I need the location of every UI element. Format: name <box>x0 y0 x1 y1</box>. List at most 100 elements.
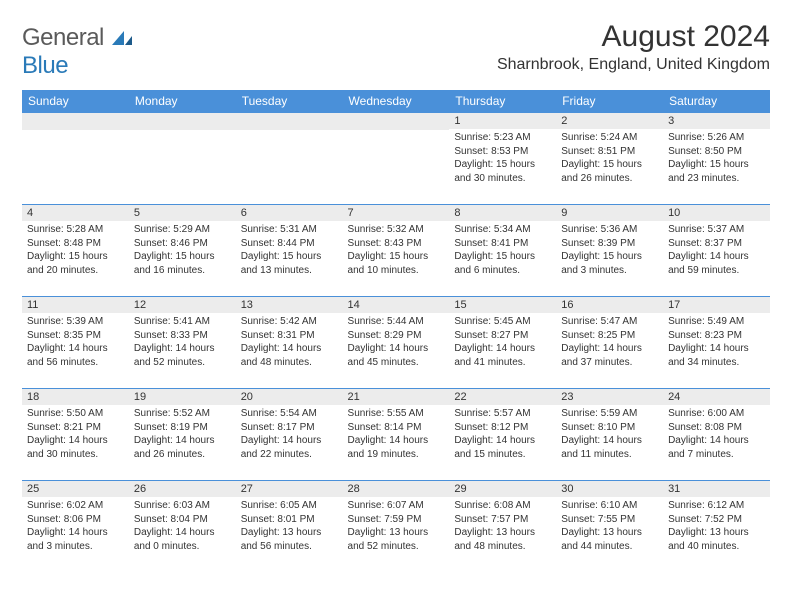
sunrise-text: Sunrise: 6:02 AM <box>27 499 124 513</box>
daylight-text: Daylight: 14 hours and 7 minutes. <box>668 434 765 461</box>
day-number: 27 <box>236 481 343 497</box>
day-number: 23 <box>556 389 663 405</box>
sunset-text: Sunset: 7:57 PM <box>454 513 551 527</box>
dow-monday: Monday <box>129 90 236 113</box>
daylight-text: Daylight: 13 hours and 40 minutes. <box>668 526 765 553</box>
logo-text-general: General <box>22 24 104 51</box>
day-number: 5 <box>129 205 236 221</box>
day-details: Sunrise: 5:52 AMSunset: 8:19 PMDaylight:… <box>129 405 236 465</box>
sunset-text: Sunset: 8:01 PM <box>241 513 338 527</box>
day-details: Sunrise: 5:37 AMSunset: 8:37 PMDaylight:… <box>663 221 770 281</box>
day-cell: 9Sunrise: 5:36 AMSunset: 8:39 PMDaylight… <box>556 205 663 297</box>
day-details: Sunrise: 6:08 AMSunset: 7:57 PMDaylight:… <box>449 497 556 557</box>
day-details: Sunrise: 5:23 AMSunset: 8:53 PMDaylight:… <box>449 129 556 189</box>
day-number-bar-empty <box>343 113 450 130</box>
sunrise-text: Sunrise: 5:41 AM <box>134 315 231 329</box>
day-cell: 29Sunrise: 6:08 AMSunset: 7:57 PMDayligh… <box>449 481 556 573</box>
daylight-text: Daylight: 14 hours and 37 minutes. <box>561 342 658 369</box>
sunrise-text: Sunrise: 5:55 AM <box>348 407 445 421</box>
sunrise-text: Sunrise: 5:32 AM <box>348 223 445 237</box>
daylight-text: Daylight: 13 hours and 56 minutes. <box>241 526 338 553</box>
daylight-text: Daylight: 13 hours and 48 minutes. <box>454 526 551 553</box>
daylight-text: Daylight: 14 hours and 3 minutes. <box>27 526 124 553</box>
day-number: 24 <box>663 389 770 405</box>
daylight-text: Daylight: 14 hours and 30 minutes. <box>27 434 124 461</box>
day-number: 7 <box>343 205 450 221</box>
day-cell: 11Sunrise: 5:39 AMSunset: 8:35 PMDayligh… <box>22 297 129 389</box>
day-number: 15 <box>449 297 556 313</box>
sunrise-text: Sunrise: 5:52 AM <box>134 407 231 421</box>
daylight-text: Daylight: 14 hours and 48 minutes. <box>241 342 338 369</box>
day-cell: 2Sunrise: 5:24 AMSunset: 8:51 PMDaylight… <box>556 113 663 205</box>
day-cell: 15Sunrise: 5:45 AMSunset: 8:27 PMDayligh… <box>449 297 556 389</box>
day-number: 3 <box>663 113 770 129</box>
daylight-text: Daylight: 14 hours and 0 minutes. <box>134 526 231 553</box>
daylight-text: Daylight: 14 hours and 41 minutes. <box>454 342 551 369</box>
day-cell: 14Sunrise: 5:44 AMSunset: 8:29 PMDayligh… <box>343 297 450 389</box>
day-cell: 6Sunrise: 5:31 AMSunset: 8:44 PMDaylight… <box>236 205 343 297</box>
daylight-text: Daylight: 14 hours and 11 minutes. <box>561 434 658 461</box>
sunset-text: Sunset: 8:31 PM <box>241 329 338 343</box>
daylight-text: Daylight: 14 hours and 22 minutes. <box>241 434 338 461</box>
sunrise-text: Sunrise: 6:12 AM <box>668 499 765 513</box>
day-details: Sunrise: 5:50 AMSunset: 8:21 PMDaylight:… <box>22 405 129 465</box>
day-number: 14 <box>343 297 450 313</box>
day-number: 11 <box>22 297 129 313</box>
day-number: 2 <box>556 113 663 129</box>
month-title: August 2024 <box>497 20 770 54</box>
day-cell: 26Sunrise: 6:03 AMSunset: 8:04 PMDayligh… <box>129 481 236 573</box>
daylight-text: Daylight: 14 hours and 26 minutes. <box>134 434 231 461</box>
sunrise-text: Sunrise: 6:07 AM <box>348 499 445 513</box>
day-cell: 5Sunrise: 5:29 AMSunset: 8:46 PMDaylight… <box>129 205 236 297</box>
sunrise-text: Sunrise: 5:31 AM <box>241 223 338 237</box>
sunrise-text: Sunrise: 5:26 AM <box>668 131 765 145</box>
day-cell: 19Sunrise: 5:52 AMSunset: 8:19 PMDayligh… <box>129 389 236 481</box>
day-cell: 23Sunrise: 5:59 AMSunset: 8:10 PMDayligh… <box>556 389 663 481</box>
day-details: Sunrise: 5:31 AMSunset: 8:44 PMDaylight:… <box>236 221 343 281</box>
daylight-text: Daylight: 15 hours and 16 minutes. <box>134 250 231 277</box>
day-number: 18 <box>22 389 129 405</box>
sunrise-text: Sunrise: 6:08 AM <box>454 499 551 513</box>
sunset-text: Sunset: 8:50 PM <box>668 145 765 159</box>
daylight-text: Daylight: 14 hours and 52 minutes. <box>134 342 231 369</box>
day-number-bar-empty <box>129 113 236 130</box>
day-number: 28 <box>343 481 450 497</box>
day-details: Sunrise: 5:55 AMSunset: 8:14 PMDaylight:… <box>343 405 450 465</box>
week-row: 25Sunrise: 6:02 AMSunset: 8:06 PMDayligh… <box>22 481 770 573</box>
day-cell: 3Sunrise: 5:26 AMSunset: 8:50 PMDaylight… <box>663 113 770 205</box>
day-cell: 25Sunrise: 6:02 AMSunset: 8:06 PMDayligh… <box>22 481 129 573</box>
sunset-text: Sunset: 8:48 PM <box>27 237 124 251</box>
day-cell: 27Sunrise: 6:05 AMSunset: 8:01 PMDayligh… <box>236 481 343 573</box>
day-details: Sunrise: 6:12 AMSunset: 7:52 PMDaylight:… <box>663 497 770 557</box>
sunset-text: Sunset: 8:41 PM <box>454 237 551 251</box>
day-details: Sunrise: 6:03 AMSunset: 8:04 PMDaylight:… <box>129 497 236 557</box>
day-details: Sunrise: 6:05 AMSunset: 8:01 PMDaylight:… <box>236 497 343 557</box>
day-cell <box>22 113 129 205</box>
day-details: Sunrise: 5:57 AMSunset: 8:12 PMDaylight:… <box>449 405 556 465</box>
day-number: 16 <box>556 297 663 313</box>
sunrise-text: Sunrise: 5:39 AM <box>27 315 124 329</box>
location-text: Sharnbrook, England, United Kingdom <box>497 56 770 74</box>
daylight-text: Daylight: 14 hours and 15 minutes. <box>454 434 551 461</box>
day-details: Sunrise: 5:59 AMSunset: 8:10 PMDaylight:… <box>556 405 663 465</box>
daylight-text: Daylight: 15 hours and 3 minutes. <box>561 250 658 277</box>
sunset-text: Sunset: 8:04 PM <box>134 513 231 527</box>
sunset-text: Sunset: 8:39 PM <box>561 237 658 251</box>
sunrise-text: Sunrise: 5:29 AM <box>134 223 231 237</box>
sunrise-text: Sunrise: 5:59 AM <box>561 407 658 421</box>
sunrise-text: Sunrise: 5:37 AM <box>668 223 765 237</box>
sunrise-text: Sunrise: 5:57 AM <box>454 407 551 421</box>
daylight-text: Daylight: 14 hours and 19 minutes. <box>348 434 445 461</box>
sunset-text: Sunset: 8:25 PM <box>561 329 658 343</box>
day-number: 4 <box>22 205 129 221</box>
sunrise-text: Sunrise: 6:05 AM <box>241 499 338 513</box>
sunrise-text: Sunrise: 5:44 AM <box>348 315 445 329</box>
day-cell: 16Sunrise: 5:47 AMSunset: 8:25 PMDayligh… <box>556 297 663 389</box>
day-details: Sunrise: 5:47 AMSunset: 8:25 PMDaylight:… <box>556 313 663 373</box>
sunset-text: Sunset: 7:55 PM <box>561 513 658 527</box>
day-number: 9 <box>556 205 663 221</box>
sunrise-text: Sunrise: 6:10 AM <box>561 499 658 513</box>
day-cell: 31Sunrise: 6:12 AMSunset: 7:52 PMDayligh… <box>663 481 770 573</box>
day-details: Sunrise: 6:10 AMSunset: 7:55 PMDaylight:… <box>556 497 663 557</box>
sunset-text: Sunset: 7:52 PM <box>668 513 765 527</box>
